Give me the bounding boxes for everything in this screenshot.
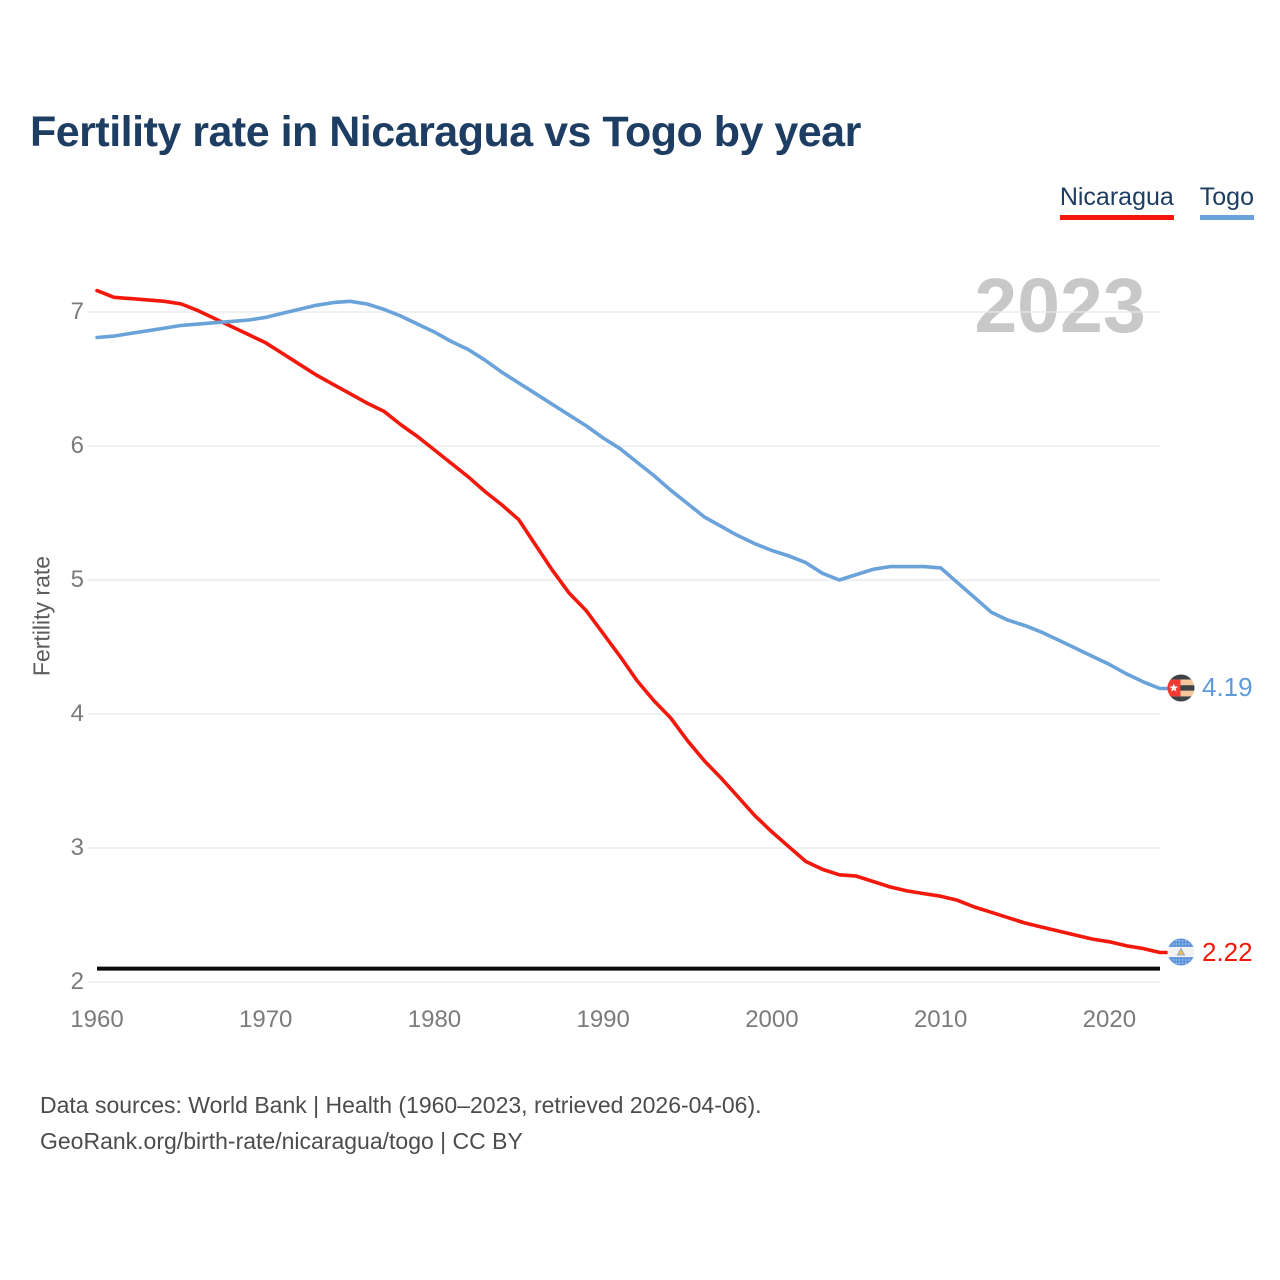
page-title: Fertility rate in Nicaragua vs Togo by y…: [30, 108, 861, 156]
y-tick-2: 2: [70, 968, 84, 995]
y-tick-3: 3: [70, 834, 84, 861]
attribution-line[interactable]: GeoRank.org/birth-rate/nicaragua/togo | …: [40, 1127, 523, 1154]
togo-end-value: 4.19: [1202, 672, 1253, 702]
data-source-line: Data sources: World Bank | Health (1960–…: [40, 1092, 762, 1118]
nicaragua-end-value: 2.22: [1202, 937, 1253, 967]
nicaragua-flag-icon: [1167, 938, 1195, 966]
legend: Nicaragua Togo: [1059, 183, 1254, 220]
y-tick-4: 4: [70, 700, 84, 727]
x-tick-1980: 1980: [407, 1006, 462, 1033]
x-tick-2000: 2000: [745, 1006, 799, 1033]
nicaragua-line: [95, 288, 1172, 955]
series-lines: [95, 288, 1172, 955]
legend-item-nicaragua[interactable]: Nicaragua: [1059, 183, 1174, 220]
y-tick-7: 7: [70, 298, 84, 325]
togo-flag-icon: [1167, 674, 1195, 702]
x-tick-1990: 1990: [576, 1006, 630, 1033]
x-tick-2010: 2010: [913, 1006, 968, 1033]
y-tick-6: 6: [70, 432, 84, 459]
x-tick-1970: 1970: [239, 1006, 293, 1033]
togo-line: [95, 299, 1172, 691]
footer: Data sources: World Bank | Health (1960–…: [40, 1088, 762, 1159]
gridlines: [88, 311, 1160, 983]
y-tick-5: 5: [70, 566, 84, 593]
legend-item-togo[interactable]: Togo: [1199, 183, 1254, 220]
x-tick-2020: 2020: [1082, 1006, 1137, 1033]
x-tick-1960: 1960: [70, 1006, 124, 1033]
year-watermark: 2023: [974, 263, 1146, 349]
